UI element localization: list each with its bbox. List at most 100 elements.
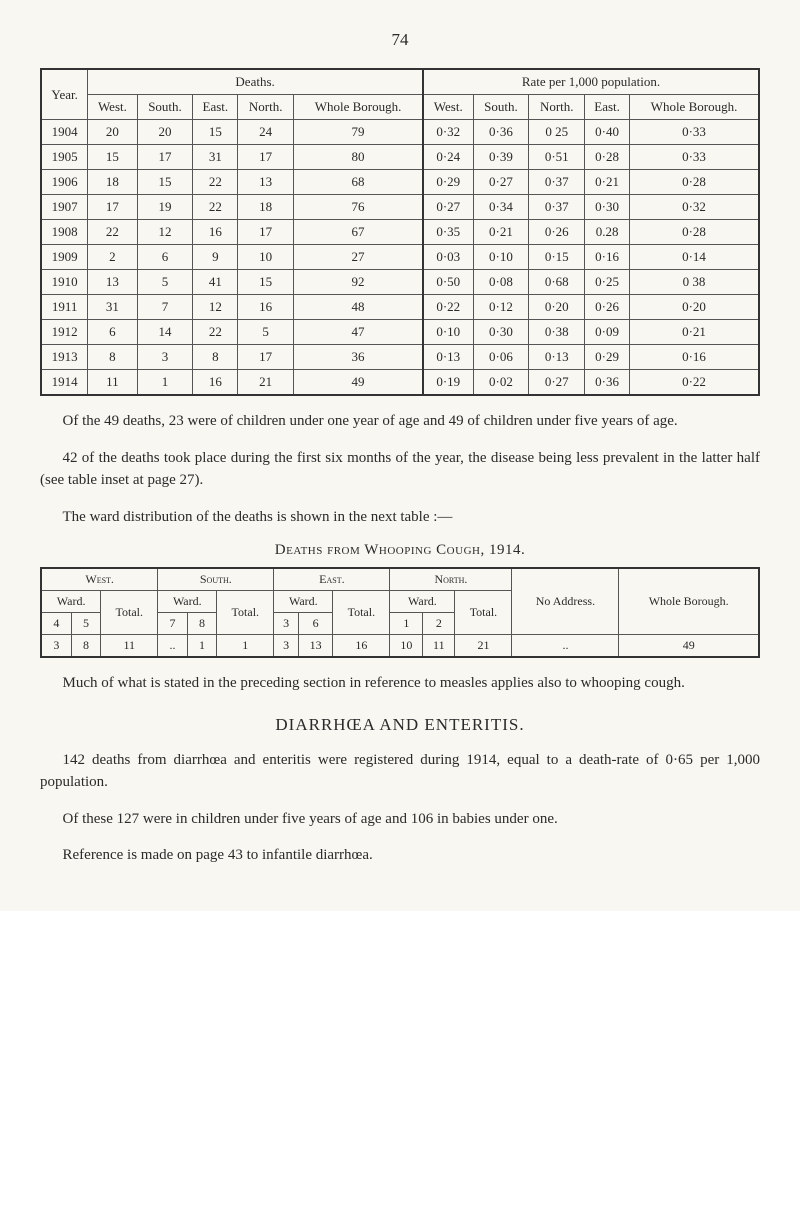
cell: 11	[101, 635, 158, 658]
cell: 0·09	[585, 320, 630, 345]
cell: 0·08	[473, 270, 529, 295]
cell: 0·27	[473, 170, 529, 195]
paragraph-6: Of these 127 were in children under five…	[40, 808, 760, 831]
cell: 1914	[41, 370, 88, 396]
cell: 10	[390, 635, 423, 658]
cell: 0·25	[585, 270, 630, 295]
cell: 0·50	[423, 270, 473, 295]
ward-n: Ward.	[390, 591, 455, 613]
cell: 0·30	[473, 320, 529, 345]
cell: 0·06	[473, 345, 529, 370]
cell: 0·14	[630, 245, 760, 270]
col-r-east: East.	[585, 95, 630, 120]
ward-e: Ward.	[274, 591, 333, 613]
cell: 0·13	[423, 345, 473, 370]
cell: 0·29	[423, 170, 473, 195]
cell: 0·37	[529, 170, 585, 195]
col-d-west: West.	[88, 95, 137, 120]
cell: 0.28	[585, 220, 630, 245]
table-row: 191383817360·130·060·130·290·16	[41, 345, 759, 370]
cell: 0·24	[423, 145, 473, 170]
cell: 15	[137, 170, 193, 195]
table-row: 3 8 11 .. 1 1 3 13 16 10 11 21 .. 49	[41, 635, 759, 658]
col-r-south: South.	[473, 95, 529, 120]
col-s1: 7	[158, 613, 187, 635]
major-heading: DIARRHŒA AND ENTERITIS.	[40, 715, 760, 735]
col-w2: 5	[71, 613, 100, 635]
total-e: Total.	[333, 591, 390, 635]
cell: 0·37	[529, 195, 585, 220]
table-row: 19113171216480·220·120·200·260·20	[41, 295, 759, 320]
cell: 0·20	[630, 295, 760, 320]
cell: 0·35	[423, 220, 473, 245]
cell: 0·10	[423, 320, 473, 345]
cell: 0·26	[529, 220, 585, 245]
cell: 7	[137, 295, 193, 320]
cell: 17	[137, 145, 193, 170]
cell: 0·20	[529, 295, 585, 320]
cell: 0·22	[630, 370, 760, 396]
cell: 17	[238, 145, 294, 170]
col-deaths-group: Deaths.	[88, 69, 423, 95]
cell: 0·27	[423, 195, 473, 220]
cell: 68	[294, 170, 423, 195]
cell: 0·28	[630, 170, 760, 195]
cell: ..	[512, 635, 619, 658]
cell: 1912	[41, 320, 88, 345]
cell: 20	[88, 120, 137, 145]
cell: 16	[238, 295, 294, 320]
cell: 21	[238, 370, 294, 396]
ward-s: Ward.	[158, 591, 217, 613]
cell: 22	[193, 320, 238, 345]
col-d-north: North.	[238, 95, 294, 120]
grp-whole: Whole Borough.	[619, 568, 759, 635]
cell: 67	[294, 220, 423, 245]
cell: 1907	[41, 195, 88, 220]
paragraph-7: Reference is made on page 43 to infantil…	[40, 844, 760, 867]
cell: 79	[294, 120, 423, 145]
table-row: 190822121617670·350·210·260.280·28	[41, 220, 759, 245]
paragraph-3: The ward distribution of the deaths is s…	[40, 506, 760, 529]
cell: 0·12	[473, 295, 529, 320]
cell: 49	[619, 635, 759, 658]
paragraph-5: 142 deaths from diarrhœa and enteritis w…	[40, 749, 760, 794]
col-d-whole: Whole Borough.	[294, 95, 423, 120]
cell: 18	[238, 195, 294, 220]
col-e2: 6	[298, 613, 332, 635]
cell: 15	[238, 270, 294, 295]
grp-no-address: No Address.	[512, 568, 619, 635]
cell: 0·26	[585, 295, 630, 320]
cell: 3	[137, 345, 193, 370]
cell: 80	[294, 145, 423, 170]
cell: 0·02	[473, 370, 529, 396]
cell: 1	[217, 635, 274, 658]
cell: 0·13	[529, 345, 585, 370]
table-row: 190420201524790·320·360 250·400·33	[41, 120, 759, 145]
cell: 1	[187, 635, 216, 658]
cell: 1906	[41, 170, 88, 195]
cell: 0 38	[630, 270, 760, 295]
cell: 31	[193, 145, 238, 170]
col-n2: 2	[423, 613, 455, 635]
cell: 0·22	[423, 295, 473, 320]
grp-north: North.	[390, 568, 512, 591]
cell: 19	[137, 195, 193, 220]
cell: 1911	[41, 295, 88, 320]
col-w1: 4	[41, 613, 71, 635]
page-number: 74	[40, 30, 760, 50]
cell: 15	[88, 145, 137, 170]
cell: 17	[88, 195, 137, 220]
cell: 0·15	[529, 245, 585, 270]
cell: 49	[294, 370, 423, 396]
table-row: 19141111621490·190·020·270·360·22	[41, 370, 759, 396]
cell: 0 25	[529, 120, 585, 145]
cell: 5	[137, 270, 193, 295]
cell: 17	[238, 220, 294, 245]
cell: 12	[193, 295, 238, 320]
cell: 1	[137, 370, 193, 396]
paragraph-4: Much of what is stated in the preceding …	[40, 672, 760, 695]
cell: 1909	[41, 245, 88, 270]
paragraph-2: 42 of the deaths took place during the f…	[40, 447, 760, 492]
cell: 0·39	[473, 145, 529, 170]
col-r-whole: Whole Borough.	[630, 95, 760, 120]
